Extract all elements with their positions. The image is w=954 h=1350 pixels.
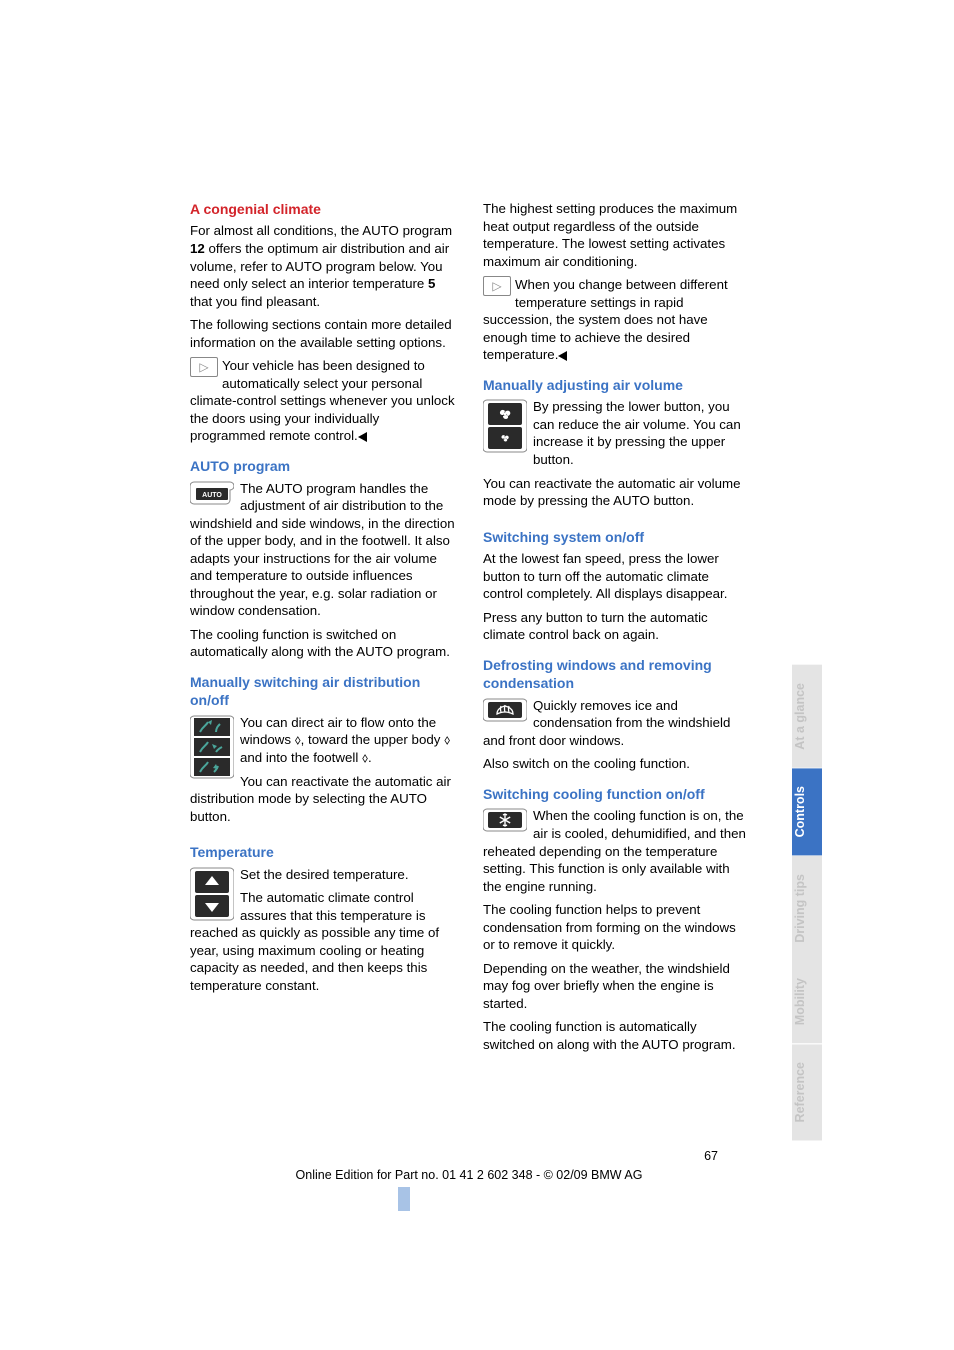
para: The cooling function helps to prevent co…	[483, 901, 748, 954]
para: The highest setting produces the maximum…	[483, 200, 748, 270]
auto-block: AUTO The AUTO program handles the adjust…	[190, 480, 455, 626]
tab-at-a-glance[interactable]: At a glance	[792, 665, 822, 768]
glyph-upper-body-icon: ⬨	[444, 732, 450, 747]
para: The following sections contain more deta…	[190, 316, 455, 351]
heading-temp: Temperature	[190, 843, 455, 861]
end-mark-icon	[558, 351, 567, 361]
para: You can reactivate the automatic air vol…	[483, 475, 748, 510]
footer-line: Online Edition for Part no. 01 41 2 602 …	[190, 1167, 748, 1184]
heading-manual-dist: Manually switching air distribution on/o…	[190, 673, 455, 710]
para: The cooling function is automatically sw…	[483, 1018, 748, 1053]
heading-switch-sys: Switching system on/off	[483, 528, 748, 546]
page-footer: 67 Online Edition for Part no. 01 41 2 6…	[190, 1148, 748, 1211]
defrost-block: Quickly removes ice and condensation fro…	[483, 697, 748, 756]
heading-defrost: Defrosting windows and removing condensa…	[483, 656, 748, 693]
footer-marker	[398, 1187, 410, 1211]
page-number: 67	[190, 1148, 748, 1165]
tab-controls[interactable]: Controls	[792, 768, 822, 855]
auto-button-icon: AUTO	[190, 480, 234, 506]
para: Also switch on the cooling function.	[483, 755, 748, 773]
heading-cooling: Switching cooling function on/off	[483, 785, 748, 803]
right-column: The highest setting produces the maximum…	[483, 200, 748, 1060]
vol-block: By pressing the lower button, you can re…	[483, 398, 748, 515]
defrost-button-icon	[483, 697, 527, 723]
note-para: ▷ When you change between different temp…	[483, 276, 748, 364]
heading-manual-vol: Manually adjusting air volume	[483, 376, 748, 394]
para: At the lowest fan speed, press the lower…	[483, 550, 748, 603]
para: For almost all conditions, the AUTO prog…	[190, 222, 455, 310]
manual-dist-block: You can direct air to flow onto the wind…	[190, 714, 455, 831]
svg-text:AUTO: AUTO	[202, 492, 222, 499]
tab-mobility[interactable]: Mobility	[792, 960, 822, 1043]
para: You can reactivate the automatic air dis…	[190, 773, 455, 826]
left-column: A congenial climate For almost all condi…	[190, 200, 455, 1060]
section-tabs: Reference Mobility Driving tips Controls…	[792, 200, 822, 1140]
note-play-icon: ▷	[483, 276, 511, 296]
cooling-block: When the cooling function is on, the air…	[483, 807, 748, 901]
snowflake-button-icon	[483, 807, 527, 833]
heading-auto: AUTO program	[190, 457, 455, 475]
tab-reference[interactable]: Reference	[792, 1044, 822, 1140]
temperature-updown-icon	[190, 866, 234, 922]
page-content: A congenial climate For almost all condi…	[190, 200, 748, 1060]
tab-driving-tips[interactable]: Driving tips	[792, 856, 822, 961]
para: The cooling function is switched on auto…	[190, 626, 455, 661]
note-para: ▷ Your vehicle has been designed to auto…	[190, 357, 455, 445]
note-play-icon: ▷	[190, 357, 218, 377]
temp-block: Set the desired temperature. The automat…	[190, 866, 455, 1001]
air-distribution-icon	[190, 714, 234, 780]
heading-congenial: A congenial climate	[190, 200, 455, 218]
para: Press any button to turn the automatic c…	[483, 609, 748, 644]
fan-volume-icon	[483, 398, 527, 454]
end-mark-icon	[358, 432, 367, 442]
para: Depending on the weather, the windshield…	[483, 960, 748, 1013]
